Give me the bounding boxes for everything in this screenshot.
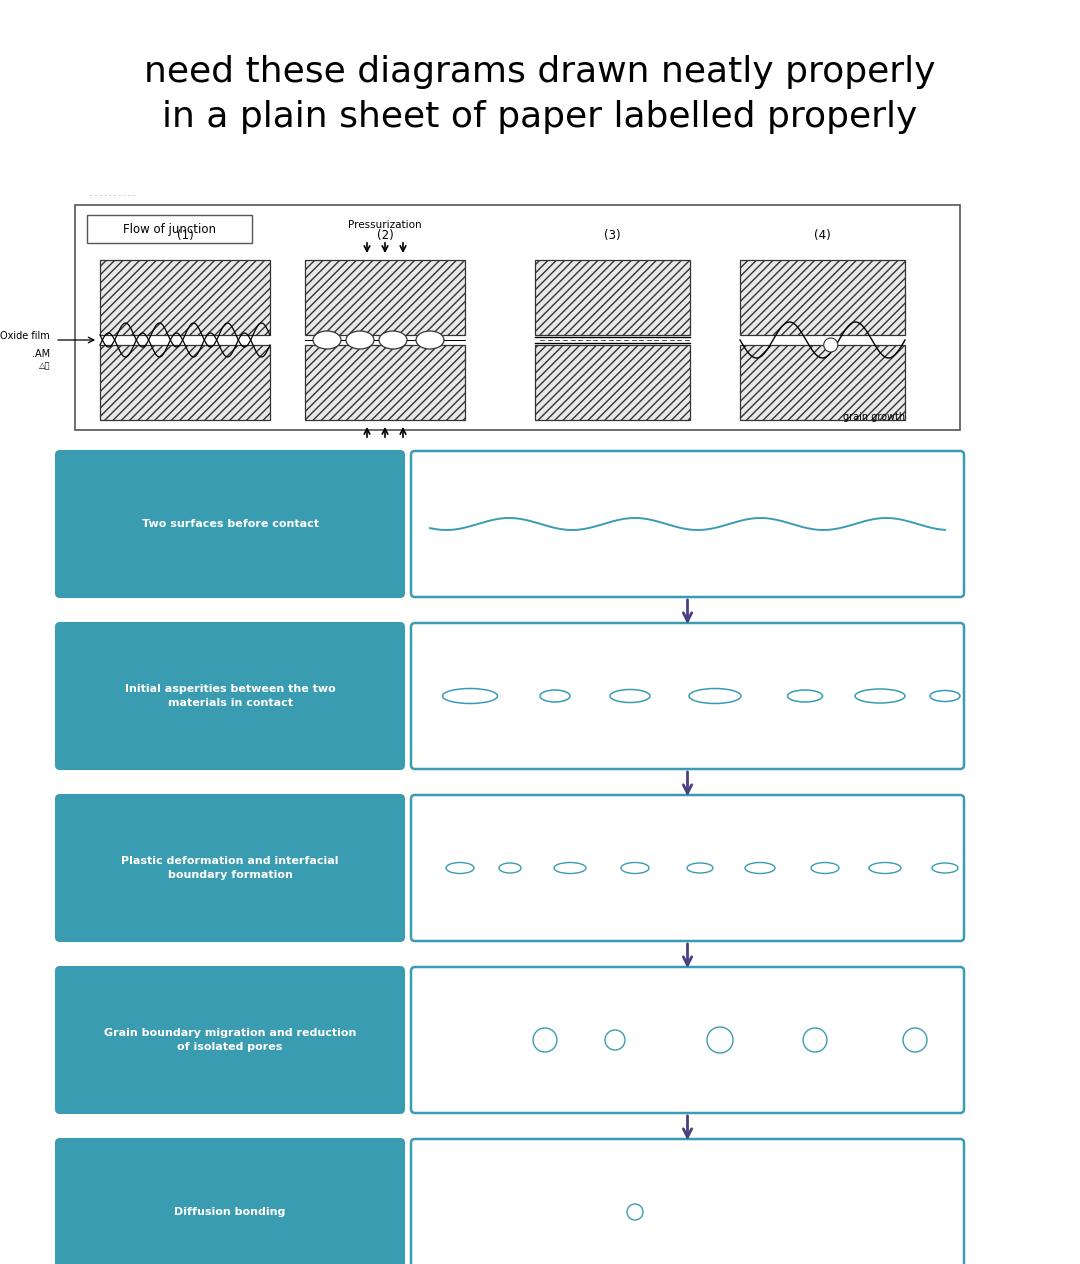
Bar: [740, 345, 905, 420]
Bar: [100, 260, 270, 335]
Bar: [75, 205, 960, 430]
FancyBboxPatch shape: [411, 1139, 964, 1264]
Text: Initial asperities between the two
materials in contact: Initial asperities between the two mater…: [124, 684, 336, 708]
Text: Oxide film: Oxide film: [0, 331, 50, 341]
Circle shape: [605, 1030, 625, 1050]
Circle shape: [534, 1028, 557, 1052]
Ellipse shape: [446, 862, 474, 873]
Text: (2): (2): [377, 229, 393, 241]
Circle shape: [903, 1028, 927, 1052]
Text: grain growth: grain growth: [842, 412, 905, 422]
Text: in a plain sheet of paper labelled properly: in a plain sheet of paper labelled prope…: [162, 100, 918, 134]
Text: (3): (3): [604, 229, 621, 241]
FancyBboxPatch shape: [56, 967, 404, 1114]
Bar: [305, 345, 465, 420]
Ellipse shape: [540, 690, 570, 702]
Circle shape: [627, 1205, 643, 1220]
Ellipse shape: [416, 331, 444, 349]
Circle shape: [804, 1028, 827, 1052]
Ellipse shape: [621, 862, 649, 873]
Text: Diffusion bonding: Diffusion bonding: [174, 1207, 286, 1217]
Bar: [535, 345, 690, 420]
Bar: [87, 215, 252, 243]
Text: (1): (1): [177, 229, 193, 241]
Ellipse shape: [869, 862, 901, 873]
Ellipse shape: [443, 689, 498, 704]
Ellipse shape: [787, 690, 823, 702]
Text: need these diagrams drawn neatly properly: need these diagrams drawn neatly properl…: [145, 56, 935, 88]
Ellipse shape: [687, 863, 713, 873]
FancyBboxPatch shape: [411, 623, 964, 769]
FancyBboxPatch shape: [56, 795, 404, 940]
Ellipse shape: [554, 862, 586, 873]
Text: Grain boundary migration and reduction
of isolated pores: Grain boundary migration and reduction o…: [104, 1028, 356, 1053]
Circle shape: [824, 337, 838, 351]
FancyBboxPatch shape: [411, 451, 964, 597]
Text: Plastic deformation and interfacial
boundary formation: Plastic deformation and interfacial boun…: [121, 856, 339, 881]
FancyBboxPatch shape: [411, 967, 964, 1114]
FancyBboxPatch shape: [56, 623, 404, 769]
Bar: [100, 345, 270, 420]
Ellipse shape: [932, 863, 958, 873]
Text: - - - - - - - - - -: - - - - - - - - - -: [90, 192, 135, 198]
Ellipse shape: [313, 331, 341, 349]
FancyBboxPatch shape: [411, 795, 964, 940]
Text: (4): (4): [814, 229, 831, 241]
Ellipse shape: [855, 689, 905, 703]
Ellipse shape: [745, 862, 775, 873]
Ellipse shape: [811, 862, 839, 873]
Text: .AM: .AM: [32, 349, 50, 359]
Ellipse shape: [689, 689, 741, 704]
Ellipse shape: [379, 331, 407, 349]
Ellipse shape: [930, 690, 960, 702]
FancyBboxPatch shape: [56, 1139, 404, 1264]
Ellipse shape: [610, 689, 650, 703]
Text: Two surfaces before contact: Two surfaces before contact: [141, 520, 319, 530]
Text: △回: △回: [39, 362, 50, 370]
Circle shape: [707, 1026, 733, 1053]
Ellipse shape: [346, 331, 374, 349]
Text: Flow of junction: Flow of junction: [123, 222, 216, 235]
Bar: [740, 260, 905, 335]
Bar: [305, 260, 465, 335]
Text: Pressurization: Pressurization: [348, 220, 422, 230]
Ellipse shape: [499, 863, 521, 873]
FancyBboxPatch shape: [56, 451, 404, 597]
Bar: [535, 260, 690, 335]
